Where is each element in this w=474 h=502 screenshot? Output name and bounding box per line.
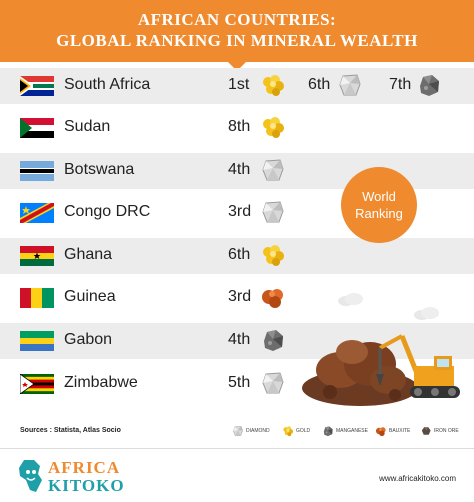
country-name: Sudan (64, 118, 111, 135)
rank-value: 8th (228, 118, 251, 135)
logo-text-line2: KITOKO (48, 476, 125, 495)
country-name: Guinea (64, 288, 116, 305)
world-ranking-badge: World Ranking (341, 167, 417, 243)
rank-value: 1st (228, 76, 250, 93)
diamond-icon (260, 199, 286, 225)
guinea-flag-icon (20, 288, 54, 308)
ghana-flag-icon (20, 246, 54, 266)
gold-icon (260, 242, 286, 268)
africa-kitoko-logo-icon (19, 460, 42, 492)
rank-value: 3rd (228, 288, 252, 305)
badge-line2: Ranking (355, 206, 403, 221)
page-title-line1: AFRICAN COUNTRIES: (137, 10, 337, 29)
cloud-icon (338, 293, 363, 306)
legend-label: IRON ORE (434, 428, 459, 434)
gabon-flag-icon (20, 331, 54, 351)
page-title-line2: GLOBAL RANKING IN MINERAL WEALTH (56, 31, 418, 50)
row-south-africa: South Africa 1st 6th 7th (0, 68, 474, 104)
row-zimbabwe: Zimbabwe 5th (0, 366, 474, 402)
country-name: Zimbabwe (64, 374, 138, 391)
legend-item: DIAMOND (232, 424, 270, 438)
legend-item: BAUXITE (375, 424, 410, 438)
footer-divider (0, 448, 474, 449)
row-sudan: Sudan 8th (0, 110, 474, 146)
diamond-icon (260, 370, 286, 396)
row-congo-drc: Congo DRC 3rd (0, 195, 474, 231)
row-ghana: Ghana 6th (0, 238, 474, 274)
congo-drc-flag-icon (20, 203, 54, 223)
bauxite-icon (260, 284, 286, 310)
rank-value: 4th (228, 161, 251, 178)
rank-value: 6th (308, 76, 331, 93)
bauxite-icon (375, 427, 386, 437)
legend-label: DIAMOND (246, 428, 270, 434)
legend-label: GOLD (296, 428, 311, 434)
rank-value: 3rd (228, 203, 252, 220)
gold-icon (260, 72, 286, 98)
gold-icon (283, 426, 294, 437)
excavator-mining-illustration (302, 334, 460, 406)
legend-item: IRON ORE (420, 424, 459, 438)
row-guinea: Guinea 3rd (0, 280, 474, 316)
rank-value: 7th (389, 76, 412, 93)
country-name: Ghana (64, 246, 113, 263)
sources-note: Sources : Statista, Atlas Socio (20, 427, 121, 434)
legend-item: GOLD (282, 424, 310, 438)
diamond-icon (260, 157, 286, 183)
badge-line1: World (362, 189, 396, 204)
country-name: Gabon (64, 331, 113, 348)
legend-label: MANGANESE (336, 428, 368, 434)
logo-text-line1: AFRICA (48, 458, 121, 477)
zimbabwe-flag-icon (20, 374, 54, 394)
gold-icon (260, 114, 286, 140)
rank-value: 6th (228, 246, 251, 263)
country-name: Botswana (64, 161, 135, 178)
header-banner: AFRICAN COUNTRIES: GLOBAL RANKING IN MIN… (0, 0, 474, 71)
diamond-icon (233, 426, 243, 436)
legend-item: MANGANESE (322, 424, 368, 438)
manganese-icon (260, 327, 286, 353)
botswana-flag-icon (20, 161, 54, 181)
manganese-icon (323, 426, 333, 437)
rank-value: 4th (228, 331, 251, 348)
south-africa-flag-icon (20, 76, 54, 96)
cloud-icon (414, 307, 439, 320)
country-name: South Africa (64, 76, 151, 93)
manganese-icon (416, 72, 442, 98)
website-url[interactable]: www.africakitoko.com (379, 474, 456, 483)
header-notch (227, 61, 247, 71)
legend-label: BAUXITE (389, 428, 411, 434)
iron-ore-icon (421, 427, 431, 435)
country-name: Congo DRC (64, 203, 151, 220)
rank-value: 5th (228, 374, 251, 391)
diamond-icon (337, 72, 363, 98)
sudan-flag-icon (20, 118, 54, 138)
